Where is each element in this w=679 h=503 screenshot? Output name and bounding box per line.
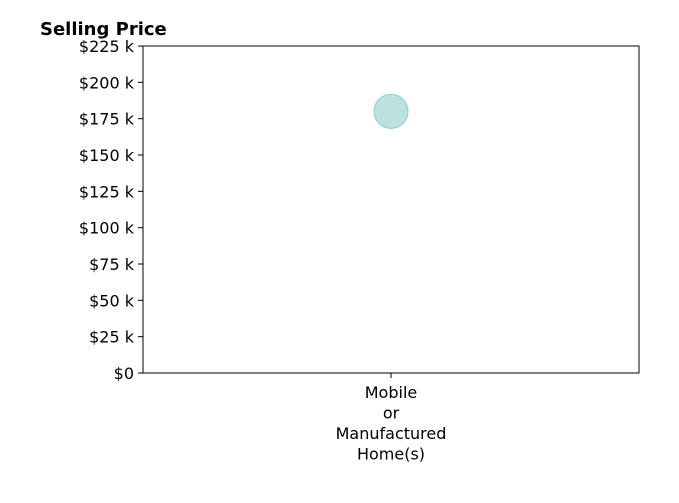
data-point: [373, 93, 409, 129]
y-tick-label: $225 k: [79, 37, 135, 56]
y-tick-label: $75 k: [89, 255, 135, 274]
y-axis: $0 $25 k $50 k $75 k $100 k $125 k $150 k $175 …: [79, 37, 143, 383]
y-tick-label: $200 k: [79, 73, 135, 92]
y-tick-label: $0: [114, 364, 134, 383]
data-points: [373, 93, 409, 129]
y-tick-label: $150 k: [79, 146, 135, 165]
x-tick-label: Mobile or Manufactured Home(s): [336, 383, 447, 464]
y-tick-label: $175 k: [79, 110, 135, 129]
y-tick-label: $50 k: [89, 291, 135, 310]
plot-area-frame: [142, 45, 640, 374]
y-tick-label: $125 k: [79, 182, 135, 201]
y-tick-label: $100 k: [79, 219, 135, 238]
chart-title: Selling Price: [40, 19, 167, 40]
y-tick-label: $25 k: [89, 328, 135, 347]
x-axis: Mobile or Manufactured Home(s): [336, 373, 447, 464]
